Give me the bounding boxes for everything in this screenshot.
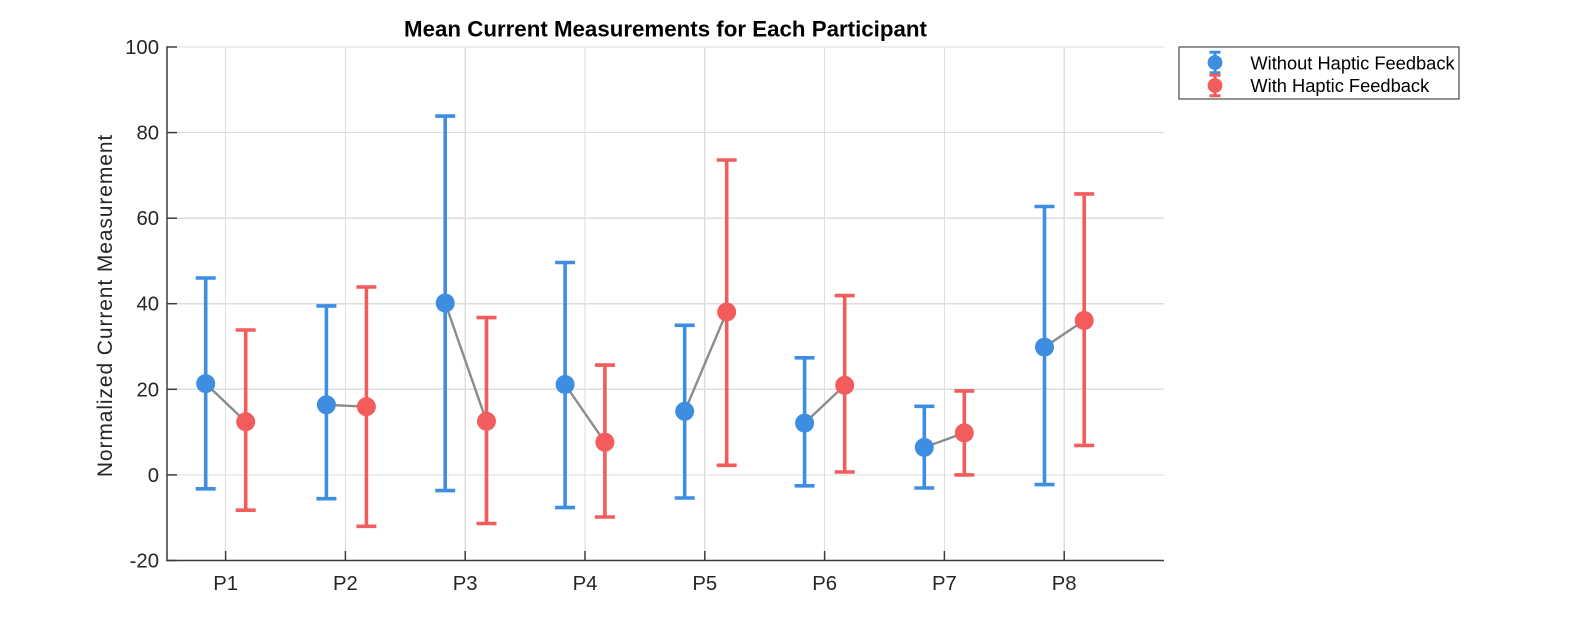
svg-text:P1: P1: [213, 573, 238, 595]
svg-text:Mean Current Measurements for: Mean Current Measurements for Each Parti…: [404, 17, 927, 42]
svg-text:With Haptic Feedback: With Haptic Feedback: [1250, 75, 1430, 96]
svg-text:80: 80: [136, 123, 159, 145]
svg-text:0: 0: [148, 465, 159, 487]
svg-text:60: 60: [136, 208, 159, 230]
svg-text:P5: P5: [692, 573, 717, 595]
svg-text:Without Haptic Feedback: Without Haptic Feedback: [1250, 53, 1455, 74]
svg-text:P3: P3: [453, 573, 478, 595]
svg-text:P8: P8: [1052, 573, 1077, 595]
svg-text:Normalized Current Measurement: Normalized Current Measurement: [94, 134, 117, 477]
svg-text:P7: P7: [932, 573, 957, 595]
svg-text:40: 40: [136, 294, 159, 316]
svg-text:P2: P2: [333, 573, 358, 595]
svg-text:P4: P4: [573, 573, 598, 595]
svg-text:P6: P6: [812, 573, 837, 595]
svg-text:-20: -20: [130, 551, 159, 573]
svg-text:20: 20: [136, 379, 159, 401]
svg-text:100: 100: [125, 37, 159, 59]
